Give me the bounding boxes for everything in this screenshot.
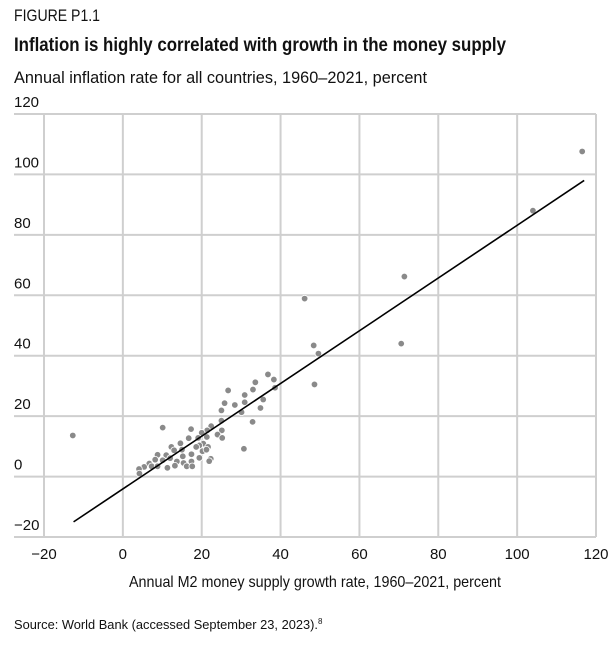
y-tick-label: 80 <box>14 215 31 232</box>
data-point <box>171 461 179 470</box>
data-point <box>205 457 213 465</box>
x-tick-label: 20 <box>193 546 210 563</box>
x-tick-label: 60 <box>351 546 368 563</box>
x-tick-label: −20 <box>31 546 56 563</box>
data-point <box>176 439 185 448</box>
data-point <box>220 399 229 407</box>
x-tick-label: 80 <box>430 546 447 563</box>
chart-subtitle: Annual inflation rate for all countries,… <box>14 68 427 87</box>
data-point <box>187 450 196 458</box>
data-point <box>264 370 272 379</box>
y-tick-label: 100 <box>14 154 39 171</box>
data-point <box>192 443 200 451</box>
x-tick-label: 40 <box>272 546 289 563</box>
data-points <box>69 147 586 478</box>
data-point <box>578 147 586 156</box>
y-tick-label: 40 <box>14 336 31 353</box>
y-tick-label: 60 <box>14 275 31 292</box>
data-point <box>249 385 257 394</box>
figure-label: FIGURE P1.1 <box>14 6 100 25</box>
data-point <box>151 455 159 464</box>
data-point <box>310 380 319 389</box>
x-tick-label: 0 <box>119 546 127 563</box>
data-point <box>309 341 318 350</box>
data-point <box>218 426 226 435</box>
footnote-marker: 8 <box>318 617 323 626</box>
data-point <box>170 446 178 454</box>
x-tick-label: 120 <box>583 546 608 563</box>
data-point <box>231 401 239 409</box>
gridlines <box>14 113 597 538</box>
data-point <box>69 431 77 440</box>
data-point <box>240 398 249 406</box>
data-point <box>158 423 167 432</box>
y-tick-label: 0 <box>14 457 22 474</box>
data-point <box>163 464 172 472</box>
y-tick-labels: −20 0 20 40 60 80 100 120 <box>14 94 39 534</box>
source-text: Source: World Bank (accessed September 2… <box>14 617 318 632</box>
data-point <box>240 445 248 453</box>
y-tick-label: 120 <box>14 94 39 111</box>
data-point <box>251 378 260 387</box>
data-point <box>218 434 226 442</box>
y-tick-label: 20 <box>14 396 31 413</box>
data-point <box>202 445 211 454</box>
data-point <box>217 406 226 415</box>
data-point <box>187 425 195 433</box>
data-point <box>195 454 204 462</box>
data-point <box>256 404 265 412</box>
y-tick-label: −20 <box>14 517 39 534</box>
data-point <box>270 375 278 384</box>
x-tick-labels: −20 0 20 40 60 80 100 120 <box>31 546 608 563</box>
data-point <box>397 339 405 348</box>
x-axis-label: Annual M2 money supply growth rate, 1960… <box>129 574 501 591</box>
data-point <box>240 391 249 399</box>
data-point <box>185 434 193 442</box>
x-tick-label: 100 <box>505 546 530 563</box>
data-point <box>248 418 257 426</box>
source-note: Source: World Bank (accessed September 2… <box>14 617 323 632</box>
data-point <box>314 349 323 358</box>
data-point <box>259 395 267 404</box>
trend-line <box>73 179 585 523</box>
data-point <box>135 469 144 478</box>
data-point <box>179 452 187 461</box>
chart-title: Inflation is highly correlated with grow… <box>14 35 506 56</box>
data-point <box>224 386 232 395</box>
data-point <box>400 272 409 281</box>
data-point <box>188 462 196 470</box>
data-point <box>300 294 309 303</box>
